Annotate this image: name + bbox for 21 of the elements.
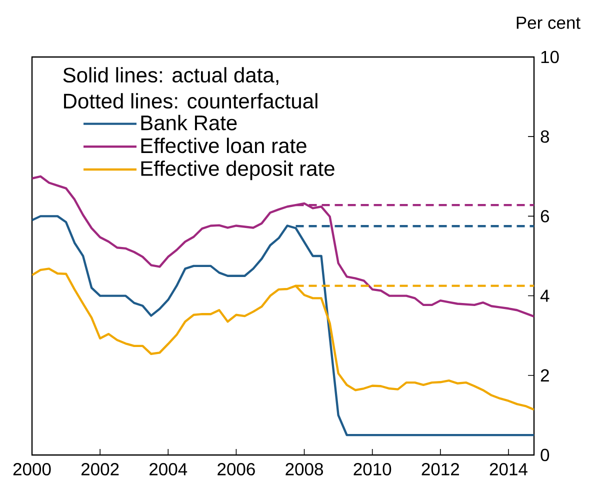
y-tick-label: 2 bbox=[540, 369, 549, 382]
line-series bbox=[32, 268, 534, 411]
y-tick-label: 8 bbox=[540, 130, 550, 143]
x-tick-label: 2002 bbox=[81, 463, 119, 476]
y-tick-label: 6 bbox=[540, 210, 550, 222]
y-tick-label: 10 bbox=[541, 50, 559, 64]
x-tick-label: 2000 bbox=[13, 463, 51, 476]
legend-label: Effective loan rate bbox=[141, 138, 306, 154]
legend-label: Bank Rate bbox=[141, 114, 237, 130]
legend-title: Solid lines: actual data, Dotted lines: counterfactual bbox=[63, 67, 318, 109]
x-tick-label: 2006 bbox=[218, 463, 255, 476]
y-tick-label: 0 bbox=[540, 448, 550, 462]
x-tick-label: 2008 bbox=[286, 463, 323, 476]
x-tick-label: 2004 bbox=[150, 463, 188, 476]
y-axis-title: Per cent bbox=[516, 16, 580, 29]
x-tick-label: 2014 bbox=[490, 463, 528, 476]
line-series bbox=[32, 215, 534, 436]
x-tick-label: 2012 bbox=[422, 463, 459, 476]
y-tick-label: 4 bbox=[540, 290, 550, 302]
x-tick-label: 2010 bbox=[354, 463, 392, 476]
legend-label: Effective deposit rate bbox=[141, 160, 334, 180]
